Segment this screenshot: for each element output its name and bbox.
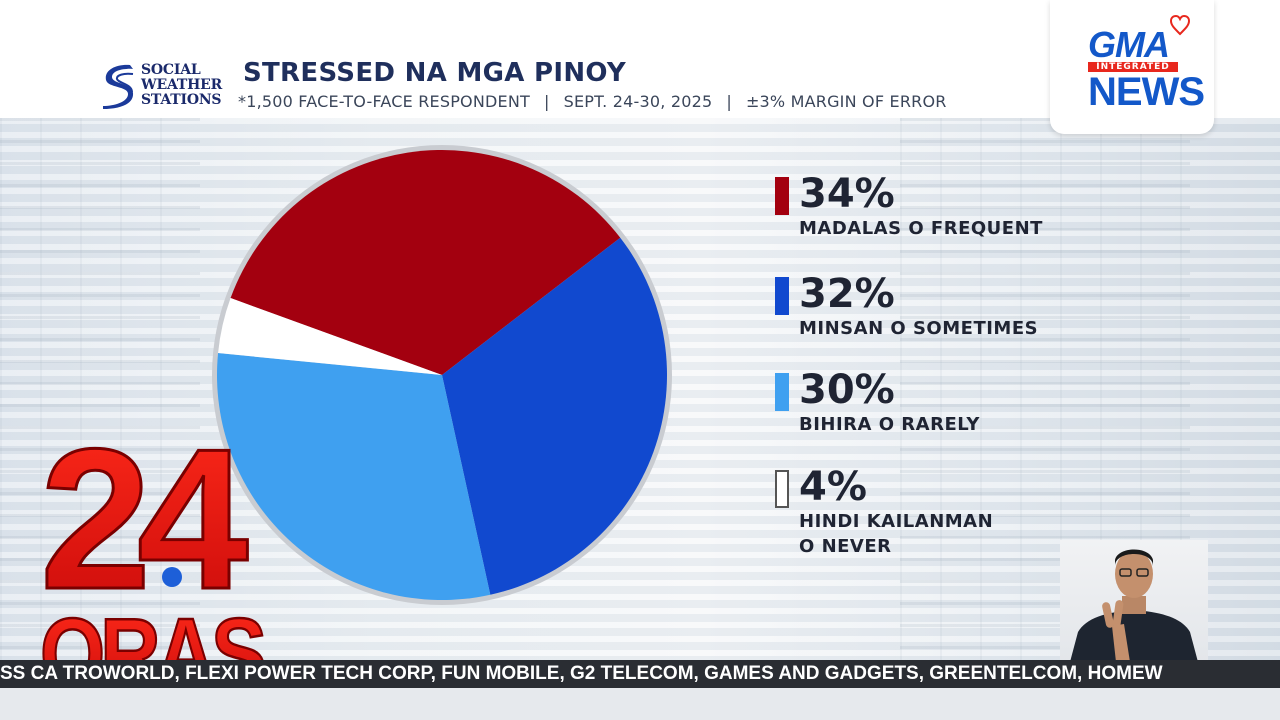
subtitle-margin-of-error: ±3% MARGIN OF ERROR (745, 92, 947, 111)
sws-logo-line-2: WEATHER (141, 77, 223, 93)
legend-percentage: 32% (799, 271, 895, 317)
legend-label-line: O NEVER (799, 536, 892, 557)
bottom-strip (0, 688, 1280, 720)
pie-chart (212, 145, 672, 605)
pie-slice-4 (218, 298, 442, 375)
legend-label: BIHIRA O RARELY (799, 412, 980, 437)
legend-label-line: MADALAS O FREQUENT (799, 218, 1043, 239)
legend-label-line: BIHIRA O RARELY (799, 414, 980, 435)
legend-label-line: HINDI KAILANMAN (799, 511, 994, 532)
subtitle-respondents: *1,500 FACE-TO-FACE RESPONDENT (238, 92, 530, 111)
legend-swatch (775, 470, 789, 508)
subtitle-separator: | (726, 92, 732, 111)
legend-label: MINSAN O SOMETIMES (799, 316, 1038, 341)
interpreter-figure (1070, 549, 1198, 662)
legend-label-line: MINSAN O SOMETIMES (799, 318, 1039, 339)
24-oras-logo: 24 ORAS (39, 420, 267, 700)
24-oras-logo-dot-icon (162, 567, 182, 587)
pie-slice-1 (230, 150, 621, 375)
sws-logo-text: SOCIAL WEATHER STATIONS (141, 63, 222, 108)
legend-percentage: 4% (799, 464, 867, 510)
legend-label: HINDI KAILANMAN O NEVER (799, 509, 993, 559)
legend-percentage: 30% (799, 367, 895, 413)
sws-swoosh-icon (103, 64, 134, 109)
sws-logo-line-1: SOCIAL (141, 62, 201, 78)
legend-swatch (775, 177, 789, 215)
gma-logo-wordmark: GMA (1088, 24, 1170, 65)
news-ticker: SS CA TROWORLD, FLEXI POWER TECH CORP, F… (0, 660, 1280, 688)
subtitle-dates: SEPT. 24-30, 2025 (563, 92, 713, 111)
legend-percentage: 34% (799, 171, 895, 217)
gma-logo-band: INTEGRATED (1088, 62, 1178, 72)
chart-subtitle: *1,500 FACE-TO-FACE RESPONDENT | SEPT. 24-… (238, 92, 947, 111)
legend-label: MADALAS O FREQUENT (799, 216, 1043, 241)
sign-language-interpreter (1060, 540, 1208, 662)
gma-integrated-news-logo: GMA INTEGRATED NEWS (1050, 0, 1214, 134)
gma-heart-icon (1170, 14, 1190, 36)
24-oras-logo-number: 24 (40, 420, 248, 631)
pie-slice-3 (216, 353, 491, 600)
legend-swatch (775, 373, 789, 411)
gma-logo-news: NEWS (1088, 70, 1205, 114)
ticker-text: SS CA TROWORLD, FLEXI POWER TECH CORP, F… (0, 663, 1163, 684)
subtitle-separator: | (544, 92, 550, 111)
sws-logo-line-3: STATIONS (141, 92, 222, 108)
sws-logo: SOCIAL WEATHER STATIONS (100, 62, 230, 112)
pie-slice-2 (442, 237, 667, 595)
chart-title: STRESSED NA MGA PINOY (243, 58, 627, 88)
legend-swatch (775, 277, 789, 315)
